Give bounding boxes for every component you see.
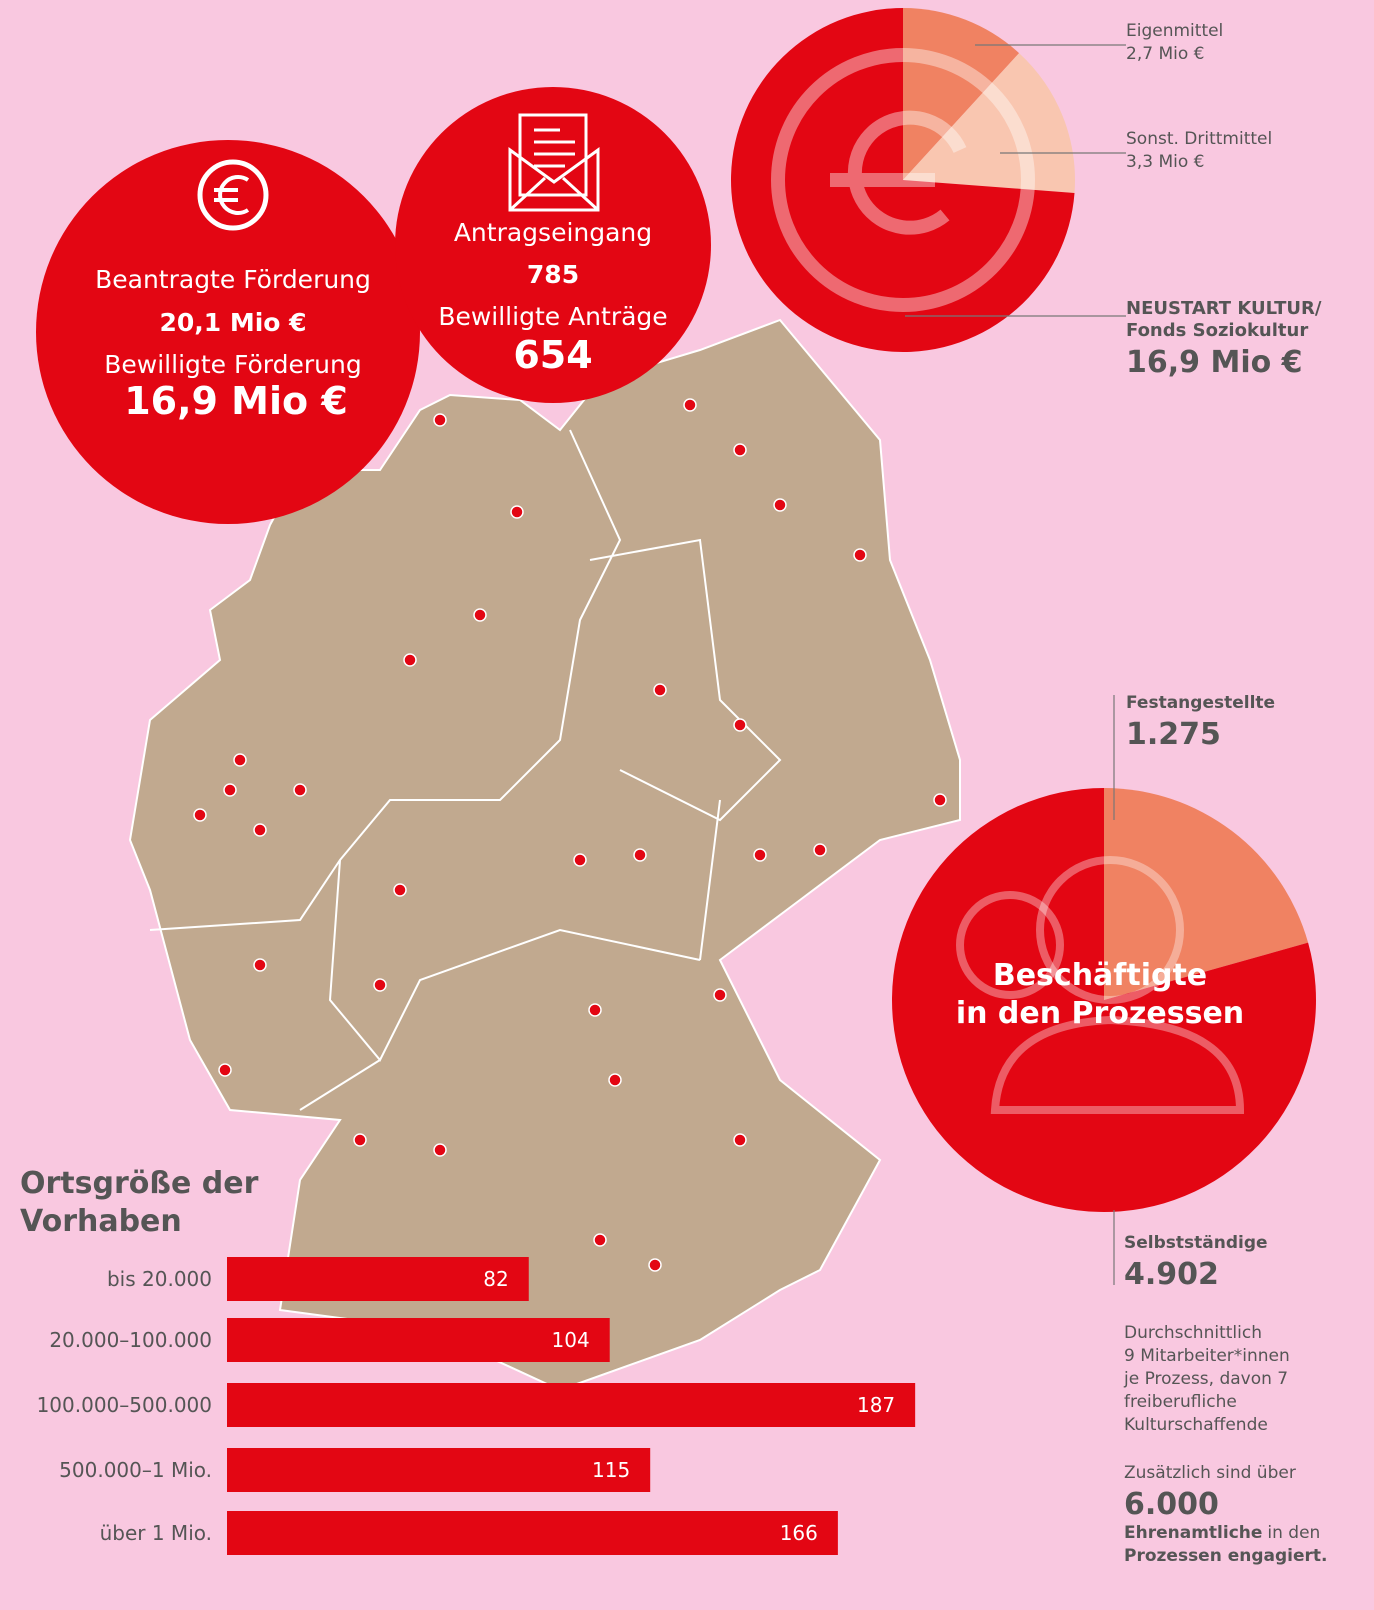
pie-slice bbox=[730, 8, 1075, 353]
value-label: 115 bbox=[592, 1458, 630, 1482]
value-label: 187 bbox=[857, 1393, 895, 1417]
circle-label: Beantragte Förderung bbox=[95, 265, 371, 294]
note-line: Prozessen engagiert. bbox=[1124, 1546, 1328, 1566]
chart-title: Vorhaben bbox=[20, 1204, 182, 1239]
value-label: 82 bbox=[483, 1267, 508, 1291]
legend-label: Eigenmittel bbox=[1126, 21, 1224, 41]
euro-watermark bbox=[830, 110, 967, 235]
note-line: 9 Mitarbeiter*innen bbox=[1124, 1346, 1290, 1366]
bar bbox=[227, 1511, 838, 1555]
applications-circle bbox=[395, 87, 711, 403]
envelope-icon bbox=[508, 113, 600, 212]
map-dots bbox=[193, 398, 947, 1272]
euro-icon bbox=[197, 159, 269, 231]
person-watermark bbox=[1036, 856, 1184, 1004]
pie-title: in den Prozessen bbox=[956, 996, 1244, 1031]
person-watermark bbox=[956, 891, 1064, 999]
value-label: 3,3 Mio € bbox=[1126, 152, 1205, 172]
chart-title: Ortsgröße der bbox=[20, 1166, 259, 1201]
category-label: 100.000–500.000 bbox=[37, 1393, 212, 1417]
value-label: 1.275 bbox=[1126, 717, 1221, 752]
circle-value: 654 bbox=[513, 333, 592, 377]
map-borders bbox=[149, 429, 782, 1111]
bar bbox=[227, 1383, 916, 1427]
legend-label: Selbstständige bbox=[1124, 1233, 1268, 1253]
note-line: Zusätzlich sind über bbox=[1124, 1463, 1296, 1483]
legend-label: NEUSTART KULTUR/ Fonds Soziokultur bbox=[1126, 298, 1322, 341]
funding-circle bbox=[36, 140, 420, 524]
note-value: 6.000 bbox=[1124, 1487, 1219, 1522]
circle-value: 16,9 Mio € bbox=[124, 379, 348, 423]
value-label: 4.902 bbox=[1124, 1257, 1219, 1292]
pie-slice bbox=[892, 788, 1317, 1212]
value-label: 166 bbox=[780, 1521, 818, 1545]
map-germany bbox=[128, 318, 961, 1392]
euro-watermark bbox=[771, 48, 1035, 312]
category-label: bis 20.000 bbox=[107, 1267, 212, 1291]
circle-value: 785 bbox=[527, 260, 579, 289]
bar bbox=[227, 1257, 529, 1301]
pie-slice bbox=[903, 53, 1075, 193]
pie-slice bbox=[903, 8, 1020, 180]
note-line: freiberufliche bbox=[1124, 1392, 1237, 1412]
pie-slice bbox=[1104, 788, 1309, 1000]
value-label: 104 bbox=[552, 1328, 590, 1352]
note-line: in den bbox=[1262, 1523, 1321, 1543]
euro-icon-glyph bbox=[214, 175, 250, 215]
circle-label: Antragseingang bbox=[454, 218, 652, 247]
category-label: 500.000–1 Mio. bbox=[59, 1458, 212, 1482]
legend-label: Festangestellte bbox=[1126, 693, 1276, 713]
note-line: je Prozess, davon 7 bbox=[1124, 1369, 1289, 1389]
value-label: 2,7 Mio € bbox=[1126, 44, 1205, 64]
circle-label: Bewilligte Förderung bbox=[104, 350, 361, 379]
circle-label: Bewilligte Anträge bbox=[438, 302, 667, 331]
note-line: Durchschnittlich bbox=[1124, 1323, 1262, 1343]
person-watermark bbox=[990, 1015, 1245, 1114]
circle-value: 20,1 Mio € bbox=[159, 308, 306, 337]
legend-label: Sonst. Drittmittel bbox=[1126, 129, 1273, 149]
value-label: 16,9 Mio € bbox=[1126, 345, 1303, 380]
category-label: über 1 Mio. bbox=[100, 1521, 212, 1545]
bar bbox=[227, 1318, 610, 1362]
note-line: Kulturschaffende bbox=[1124, 1415, 1268, 1435]
bar bbox=[227, 1448, 651, 1492]
category-label: 20.000–100.000 bbox=[49, 1328, 212, 1352]
note-bold: Ehrenamtliche bbox=[1124, 1523, 1263, 1543]
pie-title: Beschäftigte bbox=[993, 958, 1207, 993]
